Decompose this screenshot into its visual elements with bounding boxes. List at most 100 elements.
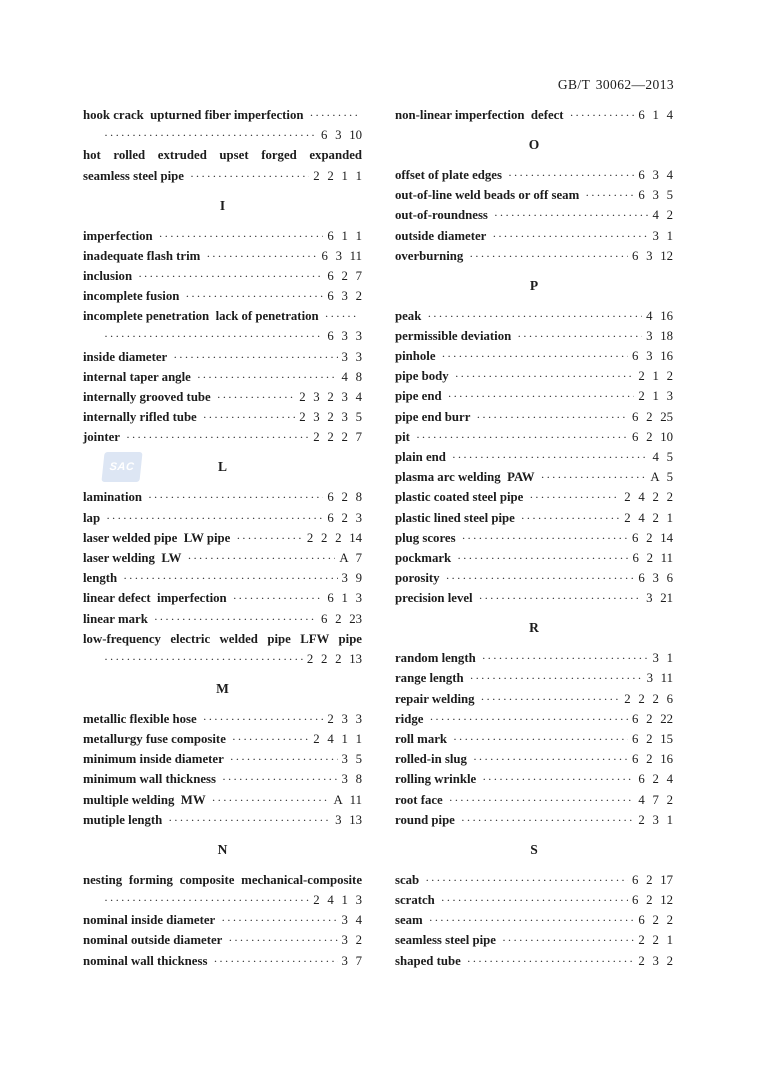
entry-locator: 6 2 3 xyxy=(327,510,362,525)
entry-locator: 6 2 16 xyxy=(632,752,673,767)
entry-locator: 6 3 2 xyxy=(327,289,362,304)
entry-locator: 2 3 2 3 5 xyxy=(299,410,362,425)
dot-leader: ········································… xyxy=(232,591,324,606)
entry-term: pockmark xyxy=(395,550,452,565)
index-entry-line: scratch ·································… xyxy=(395,890,673,910)
entry-term: roll mark xyxy=(395,732,448,747)
section-heading: M xyxy=(216,680,229,696)
entry-term: seamless steel pipe xyxy=(83,168,184,183)
entry-term: porosity xyxy=(395,571,440,586)
index-entry-line: permissible deviation ···················… xyxy=(395,326,673,346)
entry-term: peak xyxy=(395,308,422,323)
index-entry-line: linear mark ·····························… xyxy=(83,609,362,629)
dot-leader: ········································… xyxy=(481,651,649,666)
section-heading: S xyxy=(530,841,538,857)
dot-leader: ········································… xyxy=(211,792,330,807)
entry-locator: 2 1 3 xyxy=(638,389,673,404)
dot-leader: ········································… xyxy=(228,933,337,948)
index-entry-line: lap ·····································… xyxy=(83,508,362,528)
dot-leader: ········································… xyxy=(236,530,303,545)
entry-term: internal taper angle xyxy=(83,369,191,384)
entry-term: laser welding LW xyxy=(83,550,182,565)
entry-locator: 6 2 14 xyxy=(632,530,673,545)
dot-leader: ········································… xyxy=(173,349,337,364)
entry-term: internally grooved tube xyxy=(83,390,211,405)
entry-locator: 6 1 4 xyxy=(638,108,673,122)
dot-leader: ········································… xyxy=(493,208,649,223)
index-entry-line: low-frequency electric welded pipe LFW p… xyxy=(83,629,362,649)
index-entry-line: laser welded pipe LW pipe ···············… xyxy=(83,528,362,548)
index-entry-line: internal taper angle ····················… xyxy=(83,367,362,387)
index-entry-line: outside diameter ························… xyxy=(395,226,673,246)
entry-term: pipe body xyxy=(395,369,449,384)
index-entry-line: metallurgy fuse composite ···············… xyxy=(83,729,362,749)
index-entry-line: internally rifled tube ··················… xyxy=(83,407,362,427)
entry-term: laser welded pipe LW pipe xyxy=(83,530,231,545)
entry-term: overburning xyxy=(395,248,464,263)
index-entry-line: ········································… xyxy=(83,125,362,145)
dot-leader: ········································… xyxy=(457,550,628,565)
dot-leader: ········································… xyxy=(185,289,323,304)
dot-leader: ········································… xyxy=(229,752,338,767)
index-entry-line: hot rolled extruded upset forged expande… xyxy=(83,145,362,165)
dot-leader: ········································… xyxy=(106,510,324,525)
entry-term: range length xyxy=(395,671,464,686)
dot-leader: ········································… xyxy=(187,550,335,565)
index-entry-line: inside diameter ·························… xyxy=(83,347,362,367)
index-entry-line: multiple welding MW ·····················… xyxy=(83,790,362,810)
index-column-right: non-linear imperfection defect ··········… xyxy=(395,105,673,971)
index-entry-line: nesting forming composite mechanical-com… xyxy=(83,870,362,890)
entry-term: precision level xyxy=(395,591,473,606)
index-entry-line: linear defect imperfection ··············… xyxy=(83,588,362,608)
entry-locator: 4 2 xyxy=(652,208,674,223)
index-entry-line: pipe body ·······························… xyxy=(395,366,673,386)
entry-term: inside diameter xyxy=(83,349,168,364)
entry-term: incomplete penetration lack of penetrati… xyxy=(83,309,319,324)
dot-leader: ········································… xyxy=(480,691,621,706)
index-entry-line: internally grooved tube ·················… xyxy=(83,387,362,407)
dot-leader: ········································… xyxy=(440,892,628,907)
entry-locator: 6 2 4 xyxy=(638,772,673,787)
dot-leader: ········································… xyxy=(427,308,642,323)
dot-leader: ········································… xyxy=(153,611,317,626)
index-entry-line: plug scores ·····························… xyxy=(395,528,673,548)
dot-leader: ········································… xyxy=(441,349,628,364)
dot-leader: ········································… xyxy=(469,248,628,263)
dot-leader: ········································… xyxy=(453,732,628,747)
entry-term: non-linear imperfection defect xyxy=(395,108,564,122)
entry-locator: 2 2 1 1 xyxy=(313,168,362,183)
entry-term: pit xyxy=(395,429,410,444)
index-entry-line: scab ····································… xyxy=(395,870,673,890)
entry-locator: 6 3 16 xyxy=(632,349,673,364)
entry-term: inadequate flash trim xyxy=(83,248,201,263)
index-entry-line: length ··································… xyxy=(83,568,362,588)
dot-leader: ········································… xyxy=(138,268,323,283)
entry-term: metallic flexible hose xyxy=(83,711,197,726)
entry-term: low-frequency electric welded pipe LFW p… xyxy=(83,631,362,646)
entry-locator: 3 9 xyxy=(341,571,363,586)
dot-leader: ········································… xyxy=(324,309,358,324)
entry-locator: 2 3 2 3 4 xyxy=(299,390,362,405)
dot-leader: ········································… xyxy=(206,248,318,263)
entry-term: plastic coated steel pipe xyxy=(395,490,524,505)
entry-locator: 2 4 2 1 xyxy=(624,510,673,525)
index-entry-line: seam ····································… xyxy=(395,910,673,930)
dot-leader: ········································… xyxy=(158,228,324,243)
index-entry-line: seamless steel pipe ·····················… xyxy=(395,930,673,950)
entry-locator: 6 3 12 xyxy=(632,248,673,263)
index-entry-line: pinhole ·································… xyxy=(395,346,673,366)
dot-leader: ········································… xyxy=(429,711,628,726)
entry-locator: 2 4 1 3 xyxy=(313,892,362,907)
index-entry-line: imperfection ····························… xyxy=(83,226,362,246)
index-entry-line: ········································… xyxy=(83,649,362,669)
entry-locator: 6 1 3 xyxy=(327,591,362,606)
index-entry-line: seamless steel pipe ·····················… xyxy=(83,166,362,186)
entry-term: hook crack upturned fiber imperfection xyxy=(83,108,304,122)
index-entry-line: minimum wall thickness ··················… xyxy=(83,769,362,789)
index-entry-line: minimum inside diameter ·················… xyxy=(83,749,362,769)
dot-leader: ········································… xyxy=(309,108,359,122)
index-entry-line: shaped tube ·····························… xyxy=(395,951,673,971)
entry-locator: 2 2 2 13 xyxy=(306,651,362,666)
entry-term: out-of-line weld beads or off seam xyxy=(395,188,580,203)
entry-term: offset of plate edges xyxy=(395,167,502,182)
